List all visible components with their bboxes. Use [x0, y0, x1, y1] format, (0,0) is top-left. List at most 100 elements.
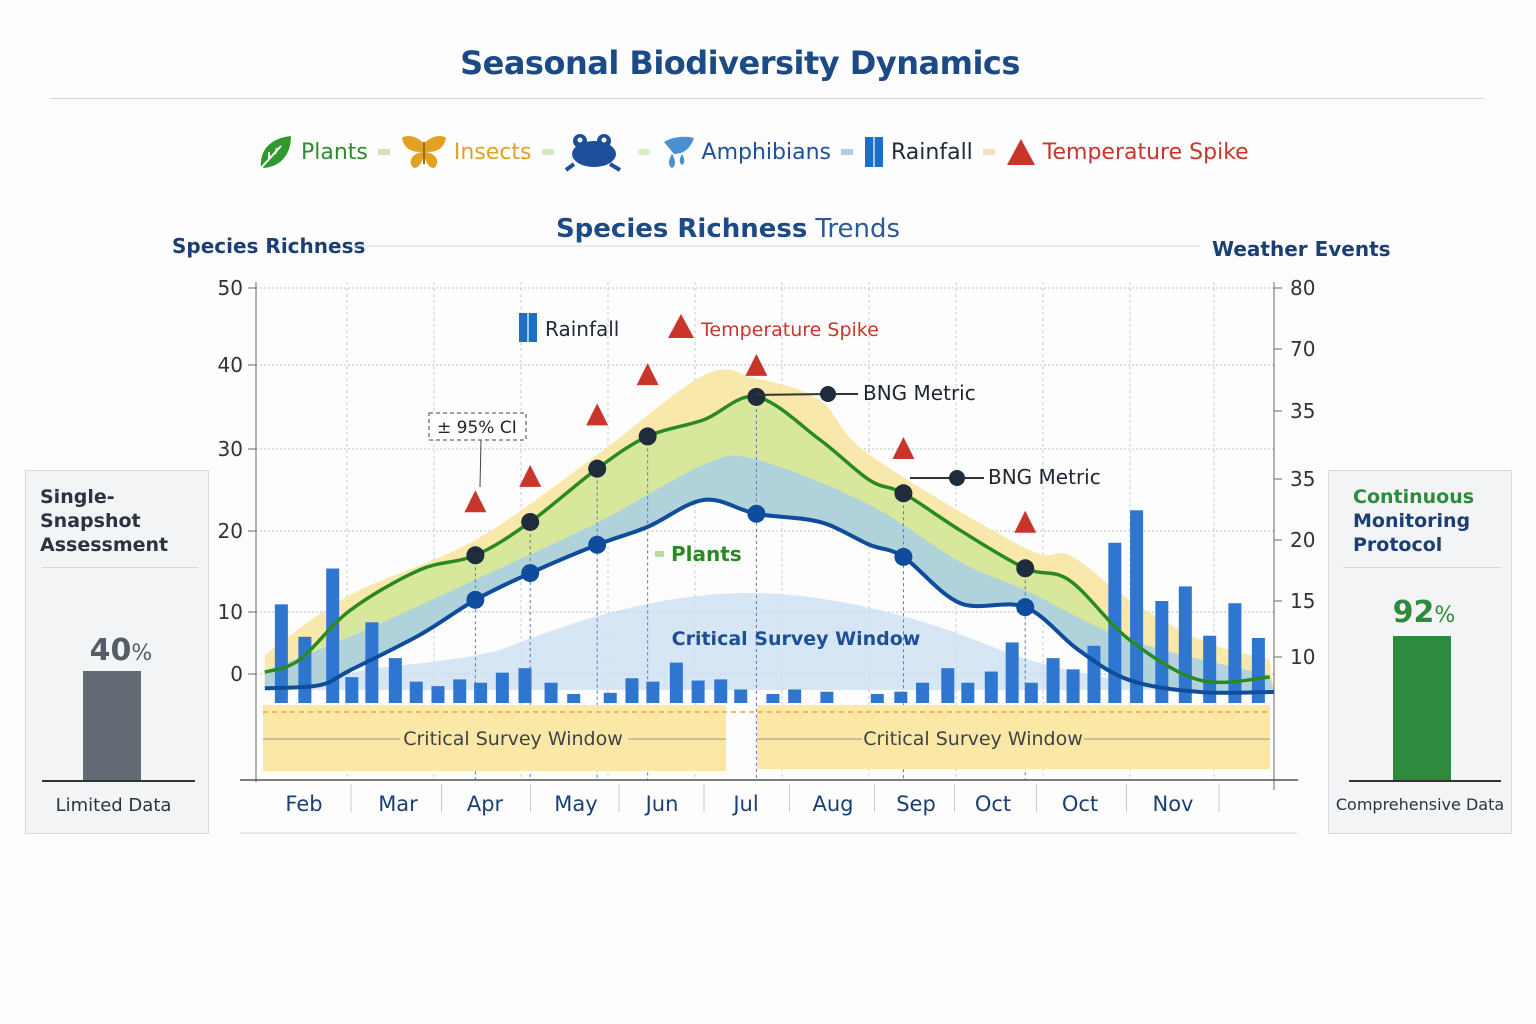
rainfall-bar: [409, 681, 423, 703]
rainfall-bar: [788, 689, 802, 703]
legend-item-insects[interactable]: Insects: [400, 134, 532, 170]
plants-marker: [466, 546, 485, 565]
legend-separator: [637, 149, 650, 155]
rainfall-bar: [1251, 637, 1265, 703]
rainfall-bar: [941, 668, 955, 703]
legend-item-rainfall[interactable]: Rainfall: [863, 135, 973, 169]
continuous-monitoring-panel: Continuous Monitoring Protocol 92% Compreh…: [1328, 470, 1512, 834]
temperature-spike: [892, 437, 915, 459]
temperature-spike: [586, 403, 609, 426]
rainfall-bar: [326, 568, 340, 703]
rainfall-bar: [714, 679, 728, 703]
inner-legend-temperature: Temperature Spike: [700, 319, 879, 341]
panel-divider: [1343, 567, 1501, 568]
rainfall-bar: [1203, 635, 1217, 703]
amphibians-marker: [588, 535, 607, 554]
plants-marker: [588, 459, 607, 478]
temperature-spike: [1014, 510, 1037, 533]
legend-label: Plants: [301, 139, 368, 165]
rainfall-bar: [518, 668, 532, 703]
rainfall-bar: [1066, 669, 1080, 703]
legend-item-frog[interactable]: [564, 132, 628, 172]
plants-marker: [1016, 559, 1035, 578]
title-divider: [50, 98, 1485, 99]
legend-separator: [841, 149, 853, 155]
x-tick-label: Apr: [467, 792, 504, 816]
ci-label-box: [428, 412, 527, 441]
survey-window-label: Critical Survey Window: [672, 628, 921, 650]
legend-label: Rainfall: [891, 139, 973, 165]
rainfall-bar: [1108, 542, 1122, 703]
legend-label: Temperature Spike: [1042, 139, 1249, 165]
chart-title-rest: Trends: [814, 214, 900, 244]
ci-leader-line: [479, 439, 482, 488]
panel-value: 40%: [66, 633, 176, 668]
x-tick-label: Nov: [1153, 792, 1194, 816]
butterfly-icon: [401, 136, 446, 168]
rainfall-bar: [345, 677, 359, 703]
bng-marker: [949, 470, 965, 486]
rainfall-bar: [365, 622, 379, 703]
rainfall-bar-icon: [865, 137, 883, 167]
temperature-spike: [519, 464, 542, 487]
legend-label: Insects: [453, 139, 532, 165]
page-title: Seasonal Biodiversity Dynamics: [460, 44, 1020, 82]
y2-ticks: 80 70 35 35 20 15 10: [1274, 276, 1315, 669]
amphibians-marker: [1016, 598, 1035, 617]
panel-title-line: Monitoring: [1353, 510, 1471, 532]
y2-tick-label: 15: [1290, 589, 1315, 613]
plants-label: Plants: [671, 542, 742, 566]
y2-axis-title: Weather Events: [1212, 237, 1391, 261]
y2-tick-label: 80: [1290, 276, 1315, 300]
rainfall-bar-icon-stripe: [527, 313, 529, 342]
y2-tick-label: 10: [1290, 645, 1315, 669]
rainfall-bar: [870, 693, 884, 703]
rainfall-bar: [1155, 601, 1169, 703]
legend-separator: [982, 149, 995, 155]
x-tick-label: Jun: [644, 792, 679, 816]
ci-label: ± 95% CI: [437, 418, 517, 438]
panel-value-number: 40: [89, 633, 132, 668]
temperature-spike: [745, 353, 768, 376]
chart-title-bold: Species Richness: [556, 214, 807, 244]
x-tick-label: Sep: [896, 792, 936, 816]
rainfall-bar: [298, 636, 312, 703]
legend-item-plants[interactable]: Plants: [255, 132, 368, 172]
chart-title: Species Richness Trends: [556, 214, 900, 244]
panel-title-line: Continuous: [1353, 486, 1475, 508]
rainfall-bar: [274, 604, 288, 703]
inner-legend-rainfall: Rainfall: [545, 317, 619, 341]
panel-title: Continuous Monitoring Protocol: [1353, 485, 1474, 557]
warning-triangle-icon: [668, 314, 694, 338]
legend-item-temperature-spike[interactable]: Temperature Spike: [1005, 137, 1249, 167]
warning-triangle-icon: [1006, 139, 1035, 165]
plants-marker: [521, 512, 540, 531]
rainfall-bar: [388, 658, 402, 703]
legend-item-amphibians[interactable]: Amphibians: [660, 132, 831, 172]
rainfall-bar: [691, 680, 705, 703]
survey-window-strip: [263, 705, 726, 771]
x-ticks: Feb Mar Apr May Jun Jul Aug Sep Oct Oct Nov: [285, 784, 1220, 816]
panel-divider: [42, 567, 198, 568]
x-tick-label: Oct: [975, 792, 1011, 816]
rainfall-bar: [1046, 658, 1060, 703]
rainfall-bar: [734, 689, 748, 703]
plants-marker: [894, 484, 913, 503]
legend-label: Amphibians: [701, 139, 831, 165]
y-ticks: 50 40 30 20 10 0: [218, 276, 256, 686]
y-tick-label: 0: [230, 662, 243, 686]
leaf-icon: [260, 136, 291, 169]
rainfall-bar: [1228, 603, 1242, 703]
x-tick-label: Oct: [1062, 792, 1098, 816]
panel-title: Single-Snapshot Assessment: [40, 486, 169, 556]
x-tick-label: May: [554, 792, 597, 816]
y2-tick-label: 20: [1290, 528, 1315, 552]
rainfall-bar: [1130, 510, 1144, 703]
panel-value: 92%: [1369, 595, 1479, 630]
inner-legend: Rainfall Temperature Spike: [519, 313, 879, 342]
rainfall-bar: [820, 691, 834, 703]
rainfall-bar: [453, 679, 467, 703]
rainfall-bar: [1005, 642, 1019, 703]
x-tick-label: Feb: [285, 792, 322, 816]
